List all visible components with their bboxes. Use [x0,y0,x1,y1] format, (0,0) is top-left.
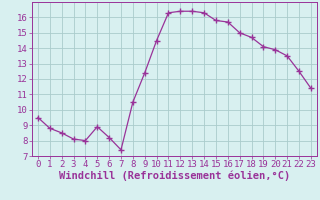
X-axis label: Windchill (Refroidissement éolien,°C): Windchill (Refroidissement éolien,°C) [59,171,290,181]
